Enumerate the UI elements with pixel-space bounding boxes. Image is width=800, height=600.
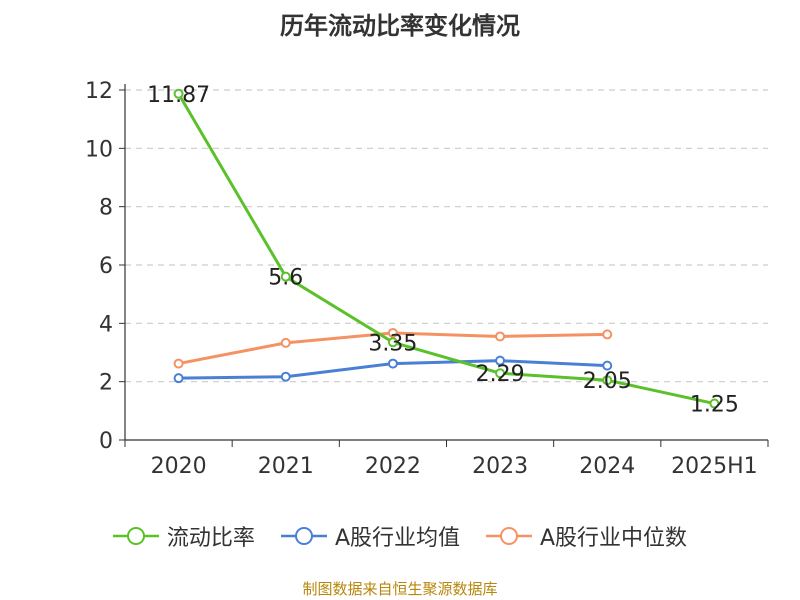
x-tick-label: 2024 bbox=[579, 454, 635, 479]
data-point bbox=[280, 371, 291, 382]
legend-swatch-icon bbox=[486, 527, 532, 545]
legend-marker bbox=[294, 527, 313, 545]
legend-label: A股行业中位数 bbox=[540, 526, 688, 551]
source-note: 制图数据来自恒生聚源数据库 bbox=[302, 580, 498, 598]
data-point bbox=[173, 373, 184, 384]
data-label: 2.05 bbox=[583, 369, 632, 394]
data-point bbox=[280, 271, 291, 282]
y-tick-label: 8 bbox=[99, 196, 113, 221]
data-point bbox=[602, 360, 613, 371]
legend-swatch-icon bbox=[280, 527, 327, 545]
data-point bbox=[495, 368, 506, 379]
data-point bbox=[602, 375, 613, 386]
legend-item[interactable]: 流动比率 bbox=[112, 520, 255, 552]
data-label: 11.87 bbox=[147, 83, 210, 108]
x-tick-label: 2021 bbox=[258, 454, 314, 479]
data-point bbox=[495, 331, 506, 342]
data-point bbox=[495, 355, 506, 366]
y-tick-label: 12 bbox=[85, 79, 113, 104]
legend-label: A股行业均值 bbox=[334, 526, 460, 551]
series-line-0 bbox=[177, 93, 715, 406]
y-tick-label: 6 bbox=[99, 254, 113, 279]
y-tick-label: 4 bbox=[99, 312, 113, 337]
data-label: 2.29 bbox=[476, 362, 525, 387]
data-label: 5.6 bbox=[268, 266, 303, 291]
x-tick-label: 2020 bbox=[151, 454, 207, 479]
chart-title: 历年流动比率变化情况 bbox=[280, 12, 520, 40]
y-tick-label: 0 bbox=[99, 429, 113, 454]
y-tick-label: 2 bbox=[99, 371, 113, 396]
legend-label: 流动比率 bbox=[166, 526, 255, 551]
x-tick-label: 2022 bbox=[365, 454, 421, 479]
legend-swatch-icon bbox=[112, 527, 159, 545]
x-tick-label: 2023 bbox=[472, 454, 528, 479]
legend-marker bbox=[126, 527, 145, 545]
data-point bbox=[387, 358, 398, 369]
chart-legend: 流动比率 A股行业均值 A股行业中位数 bbox=[0, 520, 800, 552]
data-point bbox=[173, 88, 184, 99]
legend-item[interactable]: A股行业均值 bbox=[280, 520, 460, 552]
legend-item[interactable]: A股行业中位数 bbox=[486, 520, 687, 552]
x-tick-label: 2025H1 bbox=[671, 454, 758, 479]
data-point bbox=[173, 358, 184, 369]
data-point bbox=[387, 327, 398, 338]
data-point bbox=[602, 329, 613, 340]
data-point bbox=[387, 337, 398, 348]
data-label: 3.35 bbox=[368, 331, 417, 356]
data-point bbox=[709, 398, 720, 409]
data-point bbox=[280, 337, 291, 348]
legend-marker bbox=[500, 527, 518, 545]
y-tick-label: 10 bbox=[85, 137, 113, 162]
data-label: 1.25 bbox=[690, 393, 739, 418]
